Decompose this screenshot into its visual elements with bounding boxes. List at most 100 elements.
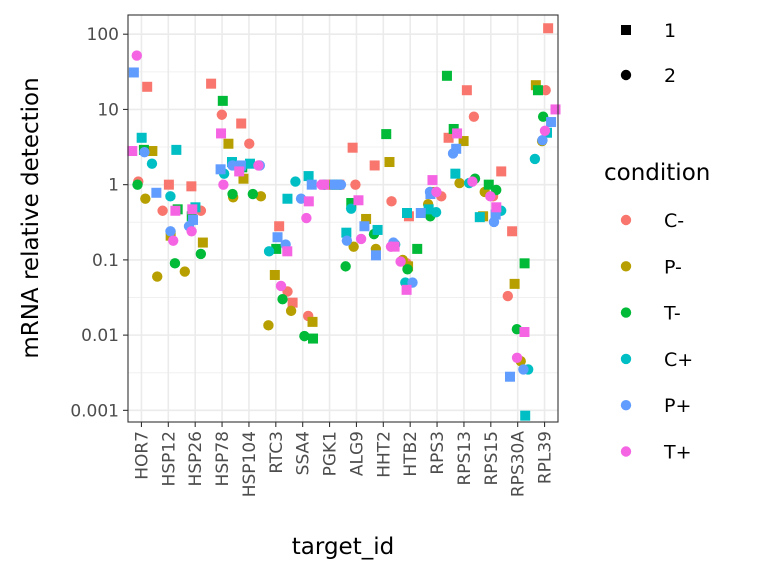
point-circle [431, 186, 442, 198]
point-circle [247, 188, 259, 200]
point-circle [157, 205, 168, 216]
color-legend: condition C- P- T- C+ P+ T+ [604, 160, 710, 464]
x-tick-label: HSP12 [159, 431, 179, 486]
y-axis-label: mRNA relative detection [18, 77, 44, 358]
point-square [491, 202, 502, 213]
x-tick-label: HTB2 [401, 431, 421, 477]
point-square [163, 179, 174, 190]
point-square [269, 269, 280, 280]
point-square [329, 179, 340, 190]
point-square [443, 132, 454, 143]
point-circle [395, 256, 406, 267]
point-circle [540, 85, 551, 96]
x-axis-label: target_id [292, 534, 394, 560]
point-circle [132, 179, 143, 190]
point-circle [518, 364, 529, 375]
point-circle [139, 147, 150, 158]
point-circle [169, 258, 181, 269]
point-square [216, 128, 227, 139]
point-square [142, 81, 153, 92]
point-square [546, 117, 557, 128]
color-legend-label: T+ [663, 442, 692, 464]
point-square [346, 198, 357, 209]
point-circle [529, 153, 541, 165]
y-tick-label: 0.001 [70, 401, 119, 421]
point-square [271, 243, 282, 254]
point-square [427, 175, 438, 186]
point-circle [227, 188, 238, 200]
legend-key-square [621, 25, 631, 35]
point-circle [402, 264, 413, 275]
point-circle [216, 109, 228, 120]
point-square [127, 146, 138, 157]
point-circle [348, 241, 359, 252]
point-square [215, 164, 226, 175]
point-circle [168, 235, 179, 246]
point-square [483, 179, 494, 190]
point-circle [430, 207, 442, 218]
point-square [236, 118, 247, 129]
y-axis: 100 10 1 0.1 0.01 0.001 [70, 25, 128, 421]
point-square [147, 146, 158, 157]
x-tick-label: HSP78 [213, 431, 233, 486]
point-square [359, 221, 370, 232]
point-circle [345, 203, 357, 214]
point-circle [253, 160, 264, 171]
point-square [490, 209, 501, 220]
point-circle [447, 148, 459, 159]
point-square [496, 166, 507, 177]
point-square [474, 212, 485, 223]
point-square [128, 67, 139, 78]
point-square [532, 85, 543, 96]
point-square [341, 227, 352, 238]
point-square [504, 371, 515, 382]
color-legend-key [620, 353, 632, 365]
point-circle [295, 193, 307, 204]
point-square [519, 258, 530, 269]
color-legend-label: T- [663, 303, 681, 325]
point-square [287, 297, 298, 308]
point-square [186, 181, 197, 192]
point-circle [341, 235, 353, 246]
x-tick-label: HOR7 [132, 431, 152, 480]
point-square [347, 142, 358, 153]
point-square [197, 237, 208, 248]
x-tick-label: HHT2 [374, 431, 394, 478]
point-square [303, 171, 314, 182]
point-circle [195, 248, 207, 260]
point-circle [454, 177, 465, 189]
point-square [206, 78, 217, 89]
color-legend-label: C- [664, 210, 684, 232]
color-legend-label: P+ [664, 395, 691, 417]
point-square [519, 327, 530, 338]
point-square [458, 136, 469, 147]
point-circle [299, 330, 310, 342]
point-square [461, 85, 472, 96]
x-tick-label: RPS3 [428, 431, 448, 475]
x-tick-label: ALG9 [347, 431, 367, 476]
point-square [450, 168, 461, 179]
point-square [369, 160, 380, 171]
point-square [282, 246, 293, 257]
point-square [451, 143, 462, 154]
point-circle [385, 241, 397, 252]
shape-legend-label: 2 [664, 65, 676, 87]
point-circle [539, 125, 551, 136]
x-tick-label: PGK1 [321, 431, 341, 476]
point-square [274, 221, 285, 232]
point-square [272, 232, 283, 243]
point-square [223, 138, 234, 149]
point-circle [277, 294, 288, 305]
color-legend-key [620, 400, 632, 411]
y-tick-label: 0.1 [92, 251, 119, 271]
point-circle [179, 266, 191, 277]
data-points [127, 23, 561, 421]
point-square [235, 160, 246, 171]
point-square [507, 226, 518, 237]
point-circle [335, 179, 347, 190]
point-square [412, 243, 423, 254]
color-legend-key [620, 307, 632, 318]
point-square [384, 157, 395, 168]
point-circle [386, 196, 397, 207]
